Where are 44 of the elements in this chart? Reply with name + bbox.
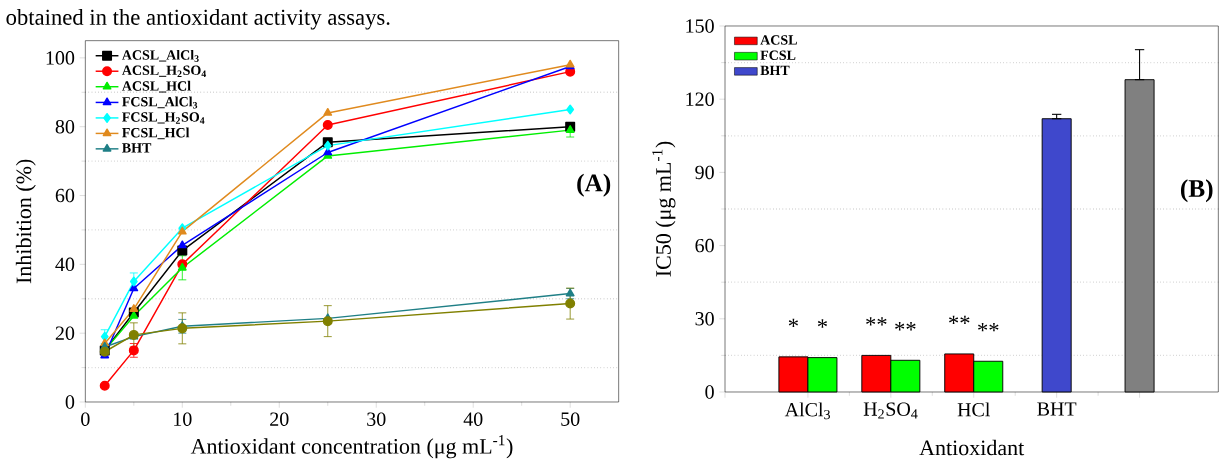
x-axis-title: Antioxidant (919, 439, 1025, 456)
x-tick-label: AlCl$_{3}$ (784, 402, 830, 420)
y-tick-label: 60 (695, 238, 714, 253)
y-tick-label: 30 (695, 312, 714, 326)
legend-label: ACSL_HCl (121, 80, 191, 93)
legend-label: ACSL (760, 35, 797, 45)
annotation: ** (949, 315, 970, 325)
x-tick-label: 30 (367, 412, 386, 426)
y-axis-title: IC50 (μg mL$^{-1}$) (652, 141, 676, 277)
legend-label: BHT (760, 65, 790, 76)
y-tick-label: 80 (55, 119, 75, 134)
y-tick-label: 120 (686, 92, 714, 106)
x-tick-label: BHT (1037, 402, 1077, 416)
y-tick-label: 40 (55, 257, 75, 272)
x-tick-label: 10 (174, 412, 192, 426)
legend-label: FCSL_AlCl$_{3}$ (122, 96, 198, 109)
legend-label: ACSL_AlCl$_{3}$ (121, 49, 199, 62)
x-tick-label: 0 (81, 412, 90, 426)
annotation: (A) (577, 173, 611, 197)
x-tick-label: H$_{2}$SO$_{4}$ (863, 402, 918, 419)
legend-label: FCSL_H$_{2}$SO$_{4}$ (122, 112, 205, 124)
legend-label: FCSL (760, 50, 796, 60)
y-tick-label: 150 (686, 19, 714, 33)
x-tick-label: 20 (270, 412, 289, 426)
y-tick-label: 60 (55, 188, 75, 203)
annotation: ** (866, 317, 887, 326)
x-tick-label: 50 (561, 412, 580, 426)
annotation: * (817, 319, 828, 328)
annotation: ** (895, 322, 916, 331)
text: obtained in the antioxidant activity assays. (6, 8, 390, 30)
y-tick-label: 0 (705, 385, 714, 399)
annotation: * (788, 318, 798, 327)
x-tick-label: HCl (957, 402, 990, 417)
legend-label: FCSL_HCl (122, 127, 190, 140)
annotation: (B) (1180, 179, 1213, 203)
legend-label: ACSL_H$_{2}$SO$_{4}$ (121, 65, 207, 78)
y-tick-label: 20 (55, 326, 75, 340)
legend-label: BHT (122, 143, 152, 153)
x-axis-title: Antioxidant concentration (μg mL$^{-1}$) (190, 435, 513, 459)
annotation: ** (978, 323, 999, 332)
y-tick-label: 90 (695, 165, 714, 180)
y-axis-title: Inhibition (%) (15, 159, 36, 284)
x-tick-label: 40 (463, 412, 483, 426)
y-tick-label: 100 (46, 51, 75, 65)
